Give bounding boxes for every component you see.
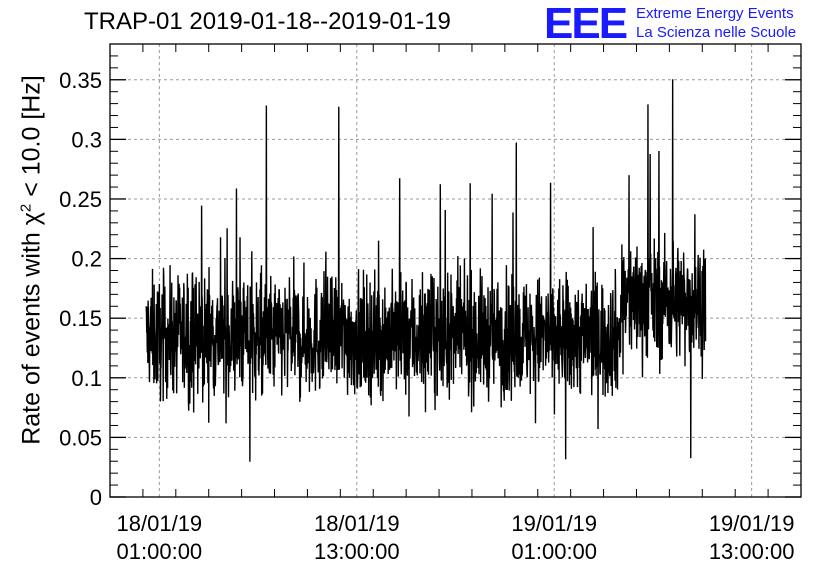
y-axis-ticks: 0 0.05 0.1 0.15 0.2 0.25 0.3 0.35 (59, 55, 801, 510)
y-tick-label: 0.1 (71, 366, 102, 391)
minimum-point (249, 460, 251, 462)
series-rate (145, 79, 707, 462)
peak-point (338, 106, 340, 108)
x-tick-label-time: 01:00:00 (117, 539, 203, 564)
y-tick-label: 0.05 (59, 425, 102, 450)
y-axis-label-sup: 2 (17, 203, 35, 213)
x-axis-ticks: 18/01/19 01:00:00 18/01/19 13:00:00 19/01/19… (109, 44, 802, 564)
y-tick-label: 0.15 (59, 306, 102, 331)
minimum-point (690, 457, 692, 459)
logo-line-2: La Scienza nelle Scuole (636, 24, 797, 41)
y-tick-label: 0.2 (71, 247, 102, 272)
x-tick-label-date: 19/01/19 (511, 511, 597, 536)
y-tick-label: 0.3 (71, 127, 102, 152)
peak-point (265, 105, 267, 107)
y-tick-label: 0.25 (59, 187, 102, 212)
x-tick-label-date: 19/01/19 (709, 511, 795, 536)
y-axis-label-suffix: < 10.0 [Hz] (17, 75, 46, 204)
peak-point (672, 79, 674, 81)
y-tick-label: 0.35 (59, 68, 102, 93)
chart-title: TRAP-01 2019-01-18--2019-01-19 (84, 8, 451, 35)
y-tick-label: 0 (90, 485, 102, 510)
peak-point (647, 104, 649, 106)
y-axis-label: Rate of events with χ2 < 10.0 [Hz] (17, 75, 46, 445)
x-tick-label-date: 18/01/19 (117, 511, 203, 536)
logo-line-1: Extreme Energy Events (636, 5, 794, 22)
x-tick-label-date: 18/01/19 (314, 511, 400, 536)
y-axis-label-prefix: Rate of events with χ (17, 212, 46, 445)
peak-point (515, 142, 517, 144)
minimum-point (565, 458, 567, 460)
x-tick-label-time: 13:00:00 (709, 539, 795, 564)
x-tick-label-time: 01:00:00 (511, 539, 597, 564)
logo-mark: EEE (544, 0, 628, 48)
x-tick-label-time: 13:00:00 (314, 539, 400, 564)
series-line-rate (145, 79, 707, 462)
